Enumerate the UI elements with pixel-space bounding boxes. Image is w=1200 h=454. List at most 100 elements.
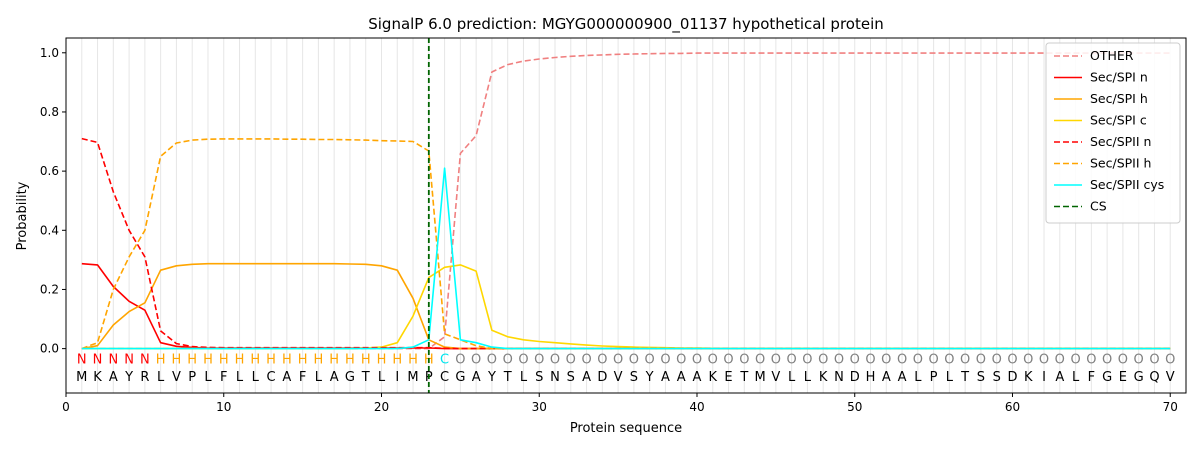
region-label: O <box>865 352 875 367</box>
sequence-residue: M <box>754 370 765 385</box>
sequence-residue: F <box>299 370 306 385</box>
sequence-residue: T <box>739 370 748 385</box>
sequence-residue: S <box>977 370 985 385</box>
sequence-residue: D <box>1007 370 1017 385</box>
sequence-residue: H <box>866 370 876 385</box>
region-label: O <box>1039 352 1049 367</box>
sequence-residue: M <box>76 370 87 385</box>
sequence-residue: A <box>582 370 591 385</box>
sequence-residue: G <box>1102 370 1112 385</box>
series-line-sec-spii-cys <box>81 167 1171 350</box>
sequence-residue: K <box>93 370 102 385</box>
sequence-residue: S <box>630 370 638 385</box>
region-label: O <box>471 352 481 367</box>
sequence-residue: V <box>614 370 623 385</box>
sequence-residue: Y <box>124 370 133 385</box>
region-label: H <box>187 352 197 367</box>
region-label: O <box>771 352 781 367</box>
region-label: O <box>566 352 576 367</box>
sequence-residue: Y <box>645 370 654 385</box>
region-label: O <box>928 352 938 367</box>
sequence-residue: A <box>472 370 481 385</box>
region-label: O <box>739 352 749 367</box>
sequence-residue: I <box>395 370 399 385</box>
legend-box <box>1045 42 1181 224</box>
y-axis-label: Probability <box>15 181 30 250</box>
region-label: H <box>298 352 308 367</box>
sequence-residue: A <box>661 370 670 385</box>
series-layer <box>81 52 1171 350</box>
sequence-residue: A <box>1055 370 1064 385</box>
y-tick-label: 1.0 <box>40 46 59 60</box>
region-label: O <box>550 352 560 367</box>
region-label: N <box>77 352 87 367</box>
x-tick-label: 50 <box>847 400 862 414</box>
region-label: O <box>660 352 670 367</box>
sequence-residue: I <box>1042 370 1046 385</box>
series-line-other <box>81 52 1171 350</box>
sequence-residue: A <box>109 370 118 385</box>
region-label: H <box>377 352 387 367</box>
sequence-residue: F <box>220 370 227 385</box>
y-axis: 0.0 0.2 0.4 0.6 0.8 1.0 <box>40 46 66 356</box>
sequence-residue: K <box>708 370 717 385</box>
series-line-sec-spi-n <box>81 262 1171 350</box>
sequence-residue: Q <box>1149 370 1159 385</box>
y-tick-label: 0.8 <box>40 105 59 119</box>
sequence-residue: S <box>993 370 1001 385</box>
region-label: O <box>850 352 860 367</box>
region-label: H <box>408 352 418 367</box>
sequence-residue: S <box>567 370 575 385</box>
region-label: O <box>1007 352 1017 367</box>
region-label: O <box>992 352 1002 367</box>
sequence-residue: E <box>724 370 732 385</box>
sequence-residue: A <box>693 370 702 385</box>
sequence-residue: T <box>361 370 370 385</box>
region-label: N <box>93 352 103 367</box>
sequence-residue: A <box>282 370 291 385</box>
sequence-residue: C <box>267 370 276 385</box>
region-label: O <box>1118 352 1128 367</box>
region-label: O <box>944 352 954 367</box>
region-label: H <box>314 352 324 367</box>
region-label: H <box>392 352 402 367</box>
sequence-residue: V <box>1166 370 1175 385</box>
region-label: O <box>834 352 844 367</box>
grid-layer <box>81 38 1171 393</box>
region-label: C <box>440 352 449 367</box>
sequence-labels: MKAYRLVPLFLLCAFLAGTLIMPCGAYTLSNSADVSYAAA… <box>76 370 1175 385</box>
sequence-residue: N <box>834 370 844 385</box>
sequence-residue: T <box>503 370 512 385</box>
region-label: H <box>266 352 276 367</box>
x-axis-label: Protein sequence <box>570 421 682 436</box>
region-label: H <box>156 352 166 367</box>
y-tick-label: 0.2 <box>40 282 59 296</box>
region-label: H <box>219 352 229 367</box>
sequence-residue: E <box>1119 370 1127 385</box>
region-label: O <box>897 352 907 367</box>
sequence-residue: L <box>204 370 212 385</box>
y-tick-label: 0.4 <box>40 223 59 237</box>
legend-label: CS <box>1090 199 1107 214</box>
x-tick-label: 40 <box>689 400 704 414</box>
sequence-residue: L <box>1072 370 1080 385</box>
series-line-sec-spi-h <box>81 262 1171 350</box>
series-line-sec-spi-c <box>81 264 1171 350</box>
series-line-sec-spii-h <box>81 138 1171 350</box>
sequence-residue: G <box>345 370 355 385</box>
sequence-residue: D <box>850 370 860 385</box>
region-label: H <box>203 352 213 367</box>
legend: OTHER Sec/SPI n Sec/SPI h Sec/SPI c Sec/SPII… <box>1045 42 1181 224</box>
sequence-residue: L <box>520 370 528 385</box>
sequence-residue: S <box>535 370 543 385</box>
sequence-residue: T <box>960 370 969 385</box>
region-label: N <box>140 352 150 367</box>
x-axis: 0 10 20 30 40 50 60 70 <box>62 393 1178 414</box>
region-label: O <box>1086 352 1096 367</box>
plot-frame <box>65 37 1187 394</box>
region-label: O <box>723 352 733 367</box>
region-label: O <box>629 352 639 367</box>
region-label: H <box>250 352 260 367</box>
legend-label: Sec/SPII cys <box>1090 177 1164 192</box>
